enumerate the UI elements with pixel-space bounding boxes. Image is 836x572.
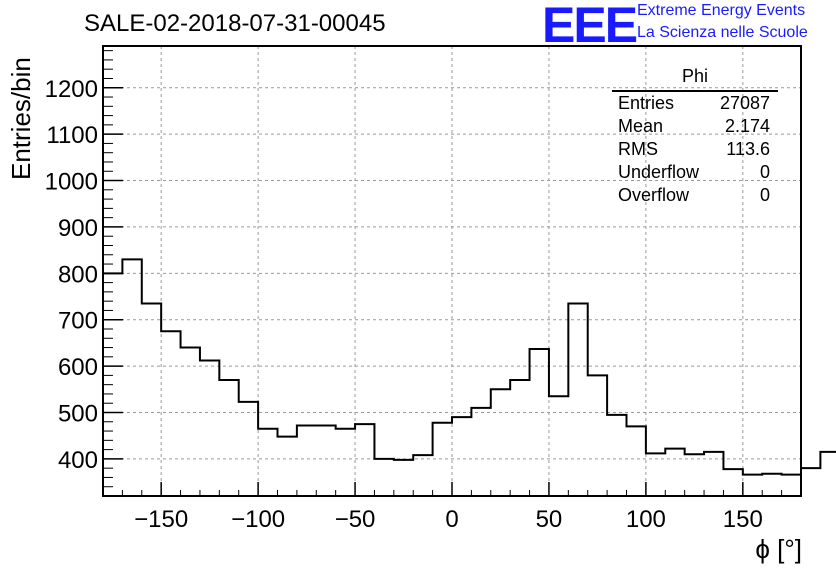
stats-title: Phi xyxy=(612,66,778,92)
x-tick-label: 50 xyxy=(536,506,563,533)
y-tick-label: 1200 xyxy=(45,76,98,103)
stats-value: 2.174 xyxy=(724,116,770,136)
stats-value: 27087 xyxy=(719,93,770,113)
stats-value: 0 xyxy=(759,162,770,182)
stats-value: 0 xyxy=(759,185,770,205)
logo-caption-line2: La Scienza nelle Scuole xyxy=(637,24,808,41)
stats-label: Overflow xyxy=(618,185,690,205)
x-tick-label: −100 xyxy=(231,506,285,533)
y-tick-label: 500 xyxy=(58,400,98,427)
y-tick-label: 400 xyxy=(58,447,98,474)
x-tick-label: −50 xyxy=(335,506,376,533)
logo-caption-line1: Extreme Energy Events xyxy=(637,2,806,19)
x-tick-label: −150 xyxy=(134,506,188,533)
stats-row: Entries 27087 xyxy=(612,92,778,115)
stats-label: RMS xyxy=(618,139,658,159)
y-tick-label: 1100 xyxy=(46,122,98,149)
plot-frame xyxy=(102,45,802,497)
y-axis-label: Entries/bin xyxy=(6,57,36,180)
stats-label: Entries xyxy=(618,93,675,113)
x-tick-label: 100 xyxy=(626,506,666,533)
chart-title: SALE-02-2018-07-31-00045 xyxy=(84,10,386,37)
stats-value: 113.6 xyxy=(726,139,770,159)
x-tick-label: 150 xyxy=(723,506,763,533)
y-tick-label: 600 xyxy=(58,354,98,381)
histogram-line xyxy=(103,258,836,476)
y-tick-label: 900 xyxy=(58,215,98,242)
x-tick-label: 0 xyxy=(445,506,458,533)
y-tick-label: 1000 xyxy=(45,169,98,196)
y-tick-label: 700 xyxy=(58,308,98,335)
eee-logo: EEE xyxy=(542,0,638,53)
x-axis-label: ϕ [°] xyxy=(755,534,802,564)
stats-label: Underflow xyxy=(618,162,700,182)
tick-labels: −150 −100 −50 0 50 100 150 400 500 600 700 800 900 10… xyxy=(45,76,763,533)
stats-label: Mean xyxy=(618,116,664,136)
stats-row: Overflow 0 xyxy=(612,184,778,207)
stats-row: Mean 2.174 xyxy=(612,115,778,138)
stats-row: RMS 113.6 xyxy=(612,138,778,161)
stats-row: Underflow 0 xyxy=(612,161,778,184)
y-tick-label: 800 xyxy=(58,261,98,288)
stats-box: Phi Entries 27087 Mean 2.174 RMS 113.6 Unde… xyxy=(612,66,778,207)
